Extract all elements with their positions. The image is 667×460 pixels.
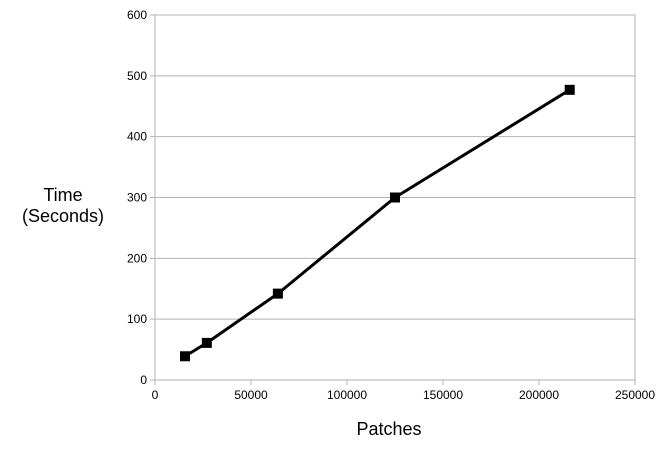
y-tick-label: 0	[140, 373, 147, 387]
y-axis-title-line-1: Time	[43, 185, 82, 205]
y-tick-label: 100	[127, 312, 147, 326]
y-tick-label: 500	[127, 69, 147, 83]
data-point-marker	[390, 192, 400, 203]
plot-area	[154, 14, 636, 381]
y-axis-title-line-2: (Seconds)	[22, 206, 104, 226]
x-tick-label: 150000	[423, 388, 463, 402]
x-tick-label: 100000	[327, 388, 367, 402]
series	[180, 84, 575, 362]
series-line	[184, 88, 571, 358]
y-tick-label: 400	[127, 130, 147, 144]
y-axis-ticks: 0 100 200 300 400 500 600	[127, 8, 147, 387]
y-tick-label: 300	[127, 191, 147, 205]
y-tick-label: 200	[127, 251, 147, 265]
data-point-marker	[201, 337, 212, 348]
x-axis-title: Patches	[356, 419, 421, 439]
y-tick-label: 600	[127, 8, 147, 22]
x-tick-label: 0	[152, 388, 159, 402]
x-tick-label: 200000	[519, 388, 559, 402]
data-point-marker	[564, 84, 575, 95]
x-axis-ticks: 0 50000 100000 150000 200000 250000	[152, 380, 655, 402]
data-point-marker	[180, 351, 190, 362]
x-tick-label: 250000	[615, 388, 655, 402]
data-point-marker	[272, 288, 283, 299]
x-tick-label: 50000	[234, 388, 268, 402]
